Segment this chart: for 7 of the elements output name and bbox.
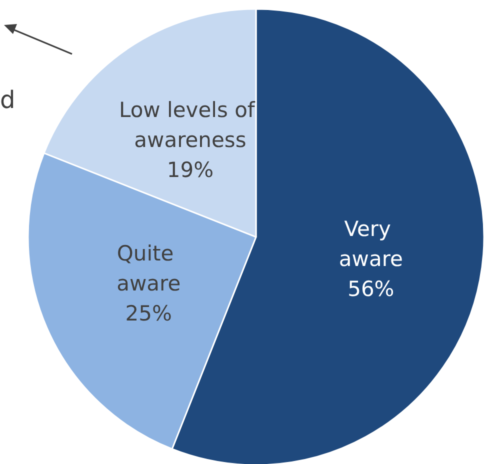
data-label: 19% — [166, 158, 214, 182]
data-label: 25% — [125, 301, 172, 326]
slice-label: Very aware — [338, 216, 403, 271]
slice-label: Quite aware — [116, 241, 181, 296]
data-label: 56% — [348, 276, 394, 301]
slice-label: Low levels of awareness — [118, 98, 262, 152]
text: d — [0, 86, 16, 114]
